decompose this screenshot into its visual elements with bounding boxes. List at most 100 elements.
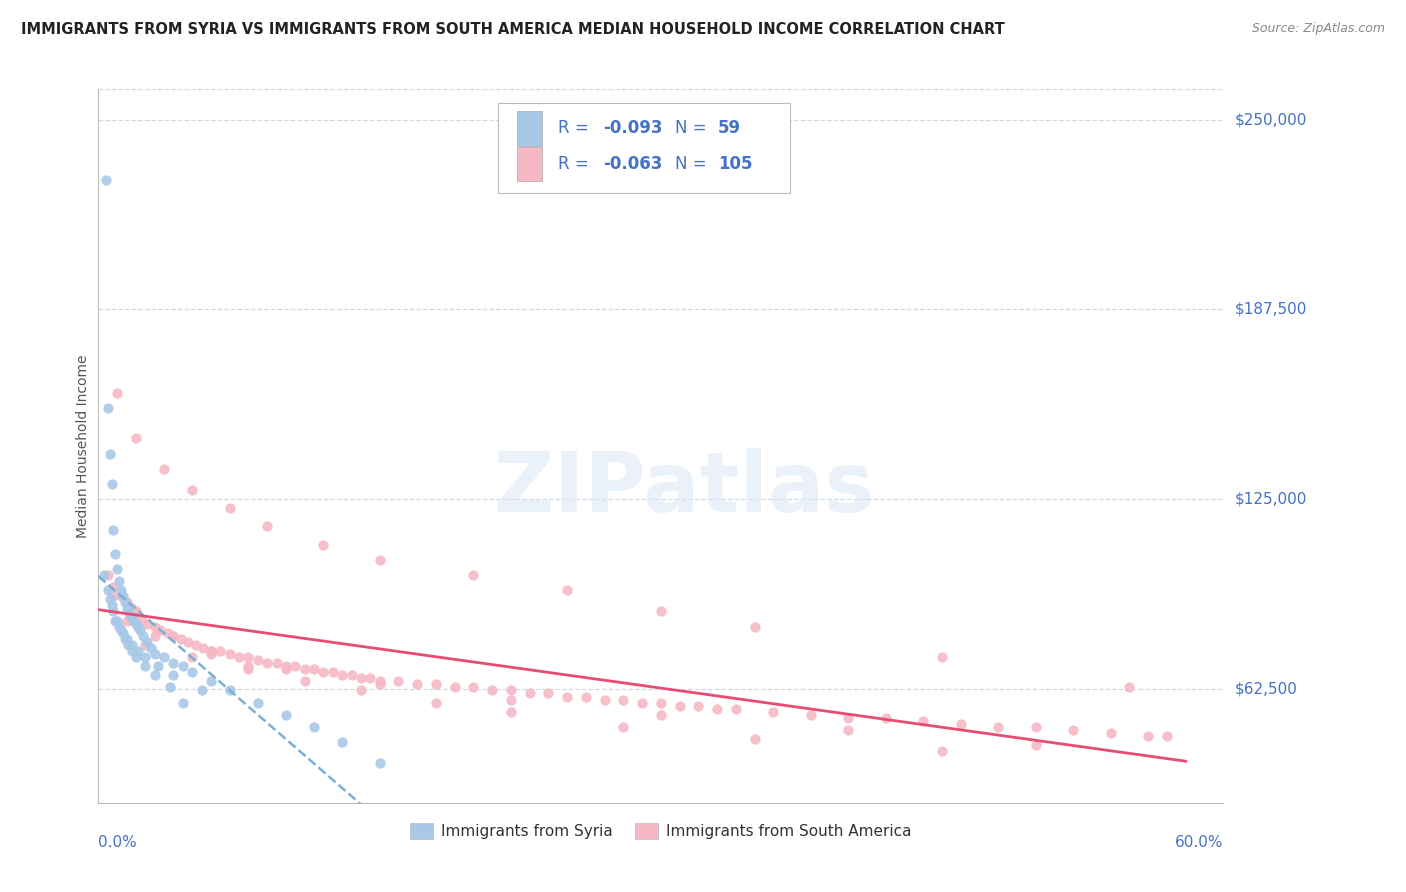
Point [136, 635, 159, 649]
Point [103, 523, 125, 537]
Point [312, 665, 335, 680]
Point [246, 696, 269, 710]
Point [406, 677, 429, 691]
Point [105, 562, 128, 576]
Point [650, 707, 672, 722]
Point [103, 605, 125, 619]
Point [912, 714, 935, 728]
Point [519, 686, 541, 700]
FancyBboxPatch shape [517, 147, 541, 181]
Point [100, 477, 122, 491]
Point [172, 659, 194, 673]
Point [114, 595, 136, 609]
Point [98, 592, 121, 607]
Point [302, 720, 325, 734]
Point [162, 668, 184, 682]
Text: ZIPatlas: ZIPatlas [494, 449, 873, 529]
Text: $250,000: $250,000 [1234, 112, 1306, 127]
Point [93, 568, 115, 582]
Point [238, 650, 260, 665]
Point [100, 599, 122, 613]
Text: 0.0%: 0.0% [98, 835, 138, 850]
Point [302, 662, 325, 676]
Text: -0.063: -0.063 [603, 155, 662, 173]
Point [125, 605, 148, 619]
Point [125, 607, 148, 622]
Point [294, 674, 316, 689]
Point [132, 629, 155, 643]
Text: 60.0%: 60.0% [1175, 835, 1223, 850]
Point [800, 707, 823, 722]
Point [162, 629, 184, 643]
Text: N =: N = [675, 155, 713, 173]
Point [218, 501, 240, 516]
Point [650, 605, 672, 619]
Point [1025, 738, 1047, 752]
Point [110, 590, 132, 604]
Point [200, 674, 222, 689]
Point [463, 568, 485, 582]
Point [156, 625, 179, 640]
Point [1025, 720, 1047, 734]
Point [294, 662, 316, 676]
Point [218, 647, 240, 661]
Point [200, 644, 222, 658]
Point [238, 659, 260, 673]
Point [875, 711, 897, 725]
Point [121, 644, 143, 658]
Point [555, 690, 578, 704]
Point [105, 614, 128, 628]
Point [139, 640, 162, 655]
Point [368, 553, 391, 567]
Point [949, 716, 972, 731]
Point [110, 623, 132, 637]
Point [555, 583, 578, 598]
Point [114, 632, 136, 646]
Text: N =: N = [675, 120, 713, 137]
Point [330, 668, 353, 682]
Point [177, 635, 200, 649]
Point [103, 580, 125, 594]
Point [209, 644, 232, 658]
Point [425, 696, 447, 710]
Text: $62,500: $62,500 [1234, 681, 1298, 697]
Point [322, 665, 344, 680]
Point [256, 519, 278, 533]
Point [94, 173, 117, 187]
Text: 105: 105 [718, 155, 752, 173]
Point [274, 659, 297, 673]
Point [134, 659, 156, 673]
Point [121, 638, 143, 652]
Point [688, 698, 710, 713]
Point [1062, 723, 1084, 737]
Point [136, 616, 159, 631]
Point [143, 620, 166, 634]
Text: 59: 59 [718, 120, 741, 137]
Point [631, 696, 654, 710]
Point [1118, 681, 1140, 695]
Point [1137, 729, 1160, 743]
Point [200, 647, 222, 661]
Point [105, 385, 128, 400]
Point [274, 707, 297, 722]
Point [131, 614, 153, 628]
Point [425, 677, 447, 691]
Point [120, 607, 142, 622]
Point [200, 644, 222, 658]
Point [181, 665, 204, 680]
Point [115, 595, 138, 609]
Point [110, 583, 132, 598]
Point [181, 650, 204, 665]
Point [153, 650, 176, 665]
Point [162, 629, 184, 643]
Point [98, 447, 121, 461]
Point [111, 590, 134, 604]
Point [228, 650, 250, 665]
Point [172, 696, 194, 710]
Point [153, 462, 176, 476]
Point [149, 623, 172, 637]
Point [162, 656, 184, 670]
Point [127, 644, 149, 658]
Text: $125,000: $125,000 [1234, 491, 1306, 507]
Point [499, 705, 522, 719]
